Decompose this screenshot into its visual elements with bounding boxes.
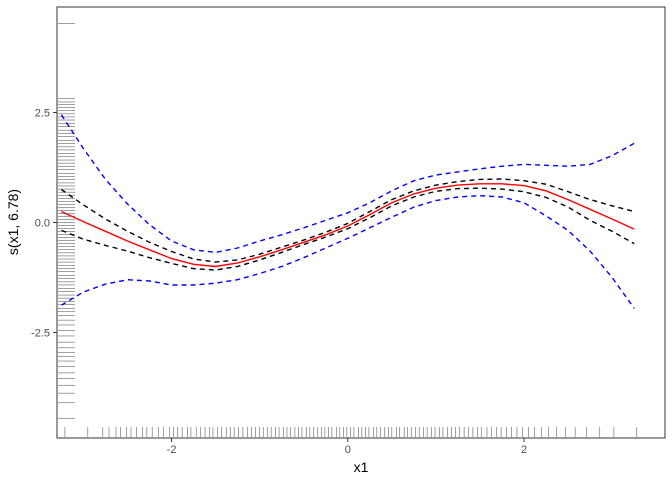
series-lower-band	[61, 194, 635, 309]
series-lines	[60, 114, 635, 309]
y-tick-label: 0.0	[35, 218, 50, 230]
series-lower-CI	[61, 187, 635, 271]
x-axis: -2 0 2	[167, 438, 527, 456]
series-upper-band	[60, 114, 635, 254]
plot-panel	[56, 6, 666, 439]
y-axis-title: s(x1, 6.78)	[5, 189, 21, 255]
y-axis: -2.5 0.0 2.5	[31, 108, 57, 339]
series-fit	[61, 183, 635, 268]
series-upper-CI	[60, 178, 635, 263]
x-tick-label: 2	[521, 444, 527, 456]
x-tick-label: -2	[167, 444, 177, 456]
rug-x	[64, 427, 638, 437]
y-tick-label: 2.5	[35, 108, 50, 120]
x-tick-label: 0	[345, 444, 351, 456]
x-axis-title: x1	[354, 459, 369, 475]
y-tick-label: -2.5	[31, 327, 50, 339]
